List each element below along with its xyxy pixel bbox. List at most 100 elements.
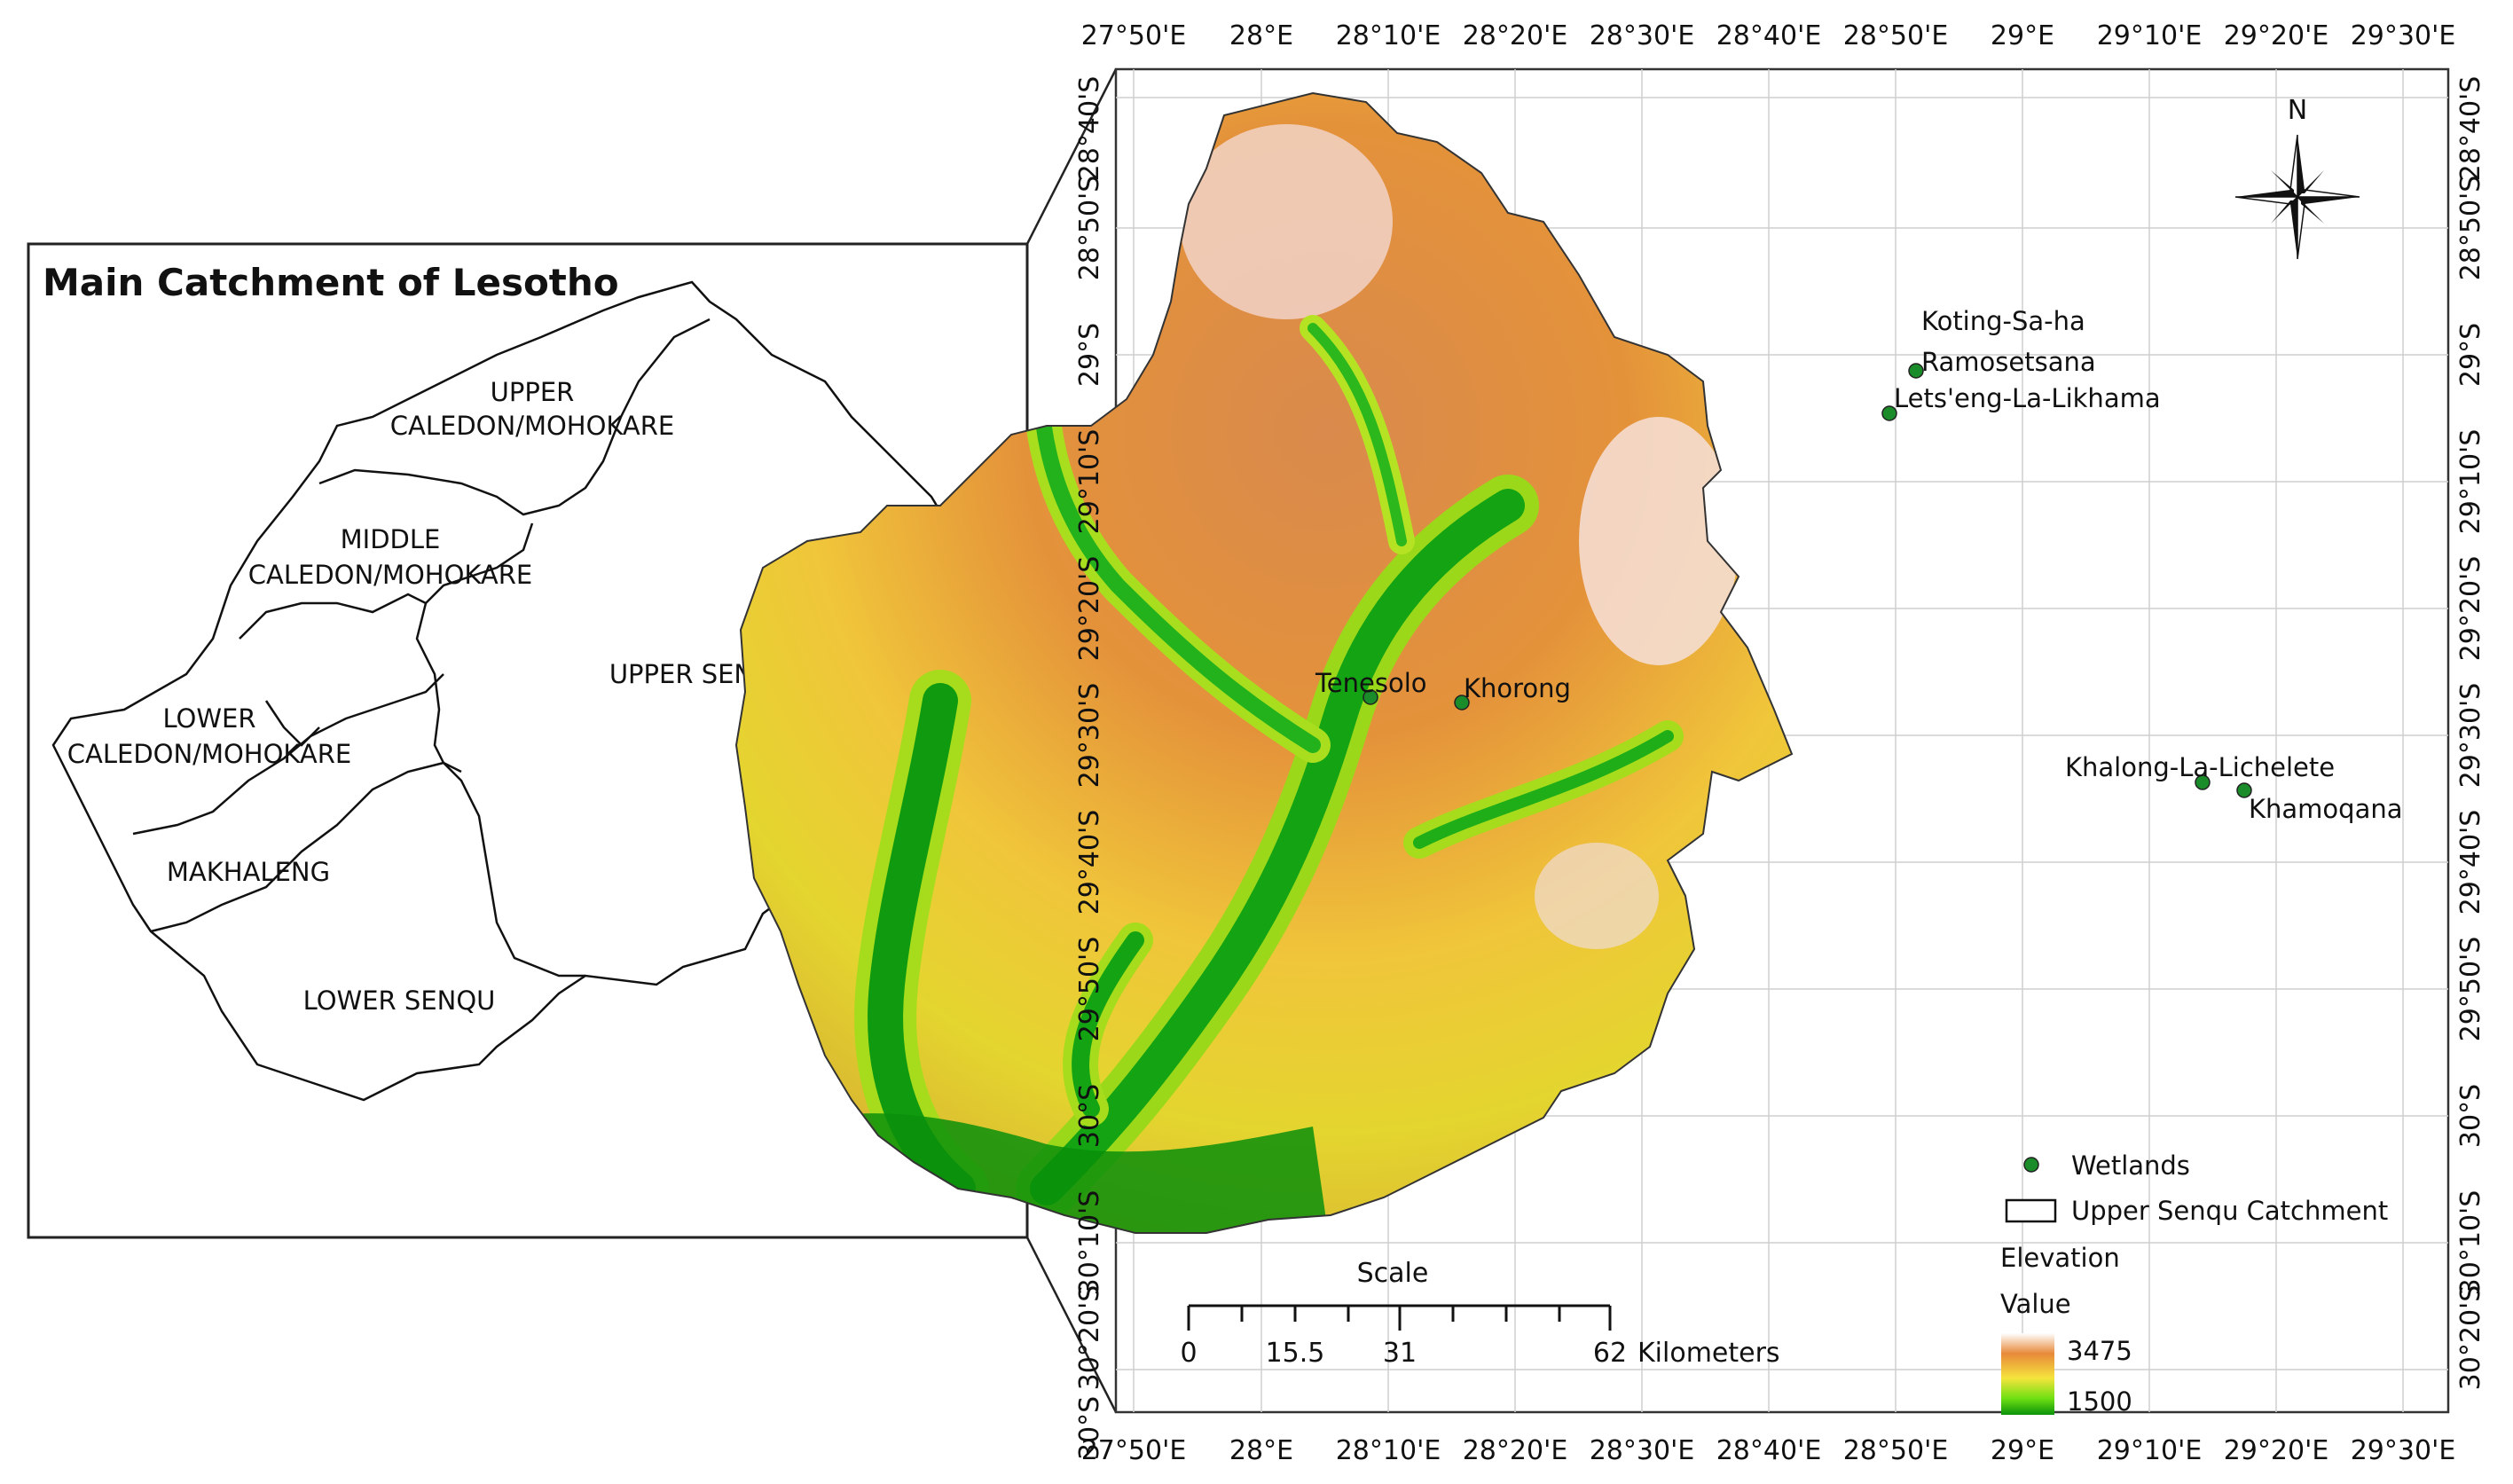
lat-tick-label: 28°40'S (2455, 76, 2486, 182)
catchment-label: UPPER (491, 377, 575, 407)
lat-tick-label: 30°S (1074, 1084, 1105, 1148)
scale-tick-label: 15.5 (1266, 1338, 1325, 1369)
lat-tick-label: 29°50'S (2455, 937, 2486, 1042)
lon-tick-label: 29°E (1991, 20, 2054, 51)
lat-ticks-right: 28°40'S 28°50'S 29°S 29°10'S 29°20'S 29°… (2455, 76, 2486, 1391)
legend-low-value: 1500 (2067, 1386, 2132, 1417)
catchment-label: MAKHALENG (167, 857, 330, 887)
lat-ticks-left: 28°40'S 28°50'S 29°S 29°10'S 29°20'S 29°… (1074, 76, 1105, 1460)
wetland-label: Khorong (1464, 673, 1571, 703)
lower-upper-senqu-boundary (443, 762, 585, 978)
lon-tick-label: 28°E (1229, 1435, 1293, 1466)
lon-tick-label: 28°50'E (1843, 20, 1949, 51)
lat-tick-label: 29°S (1074, 323, 1105, 387)
lon-ticks-bottom: 27°50'E 28°E 28°10'E 28°20'E 28°30'E 28°… (1081, 1435, 2456, 1466)
lon-tick-label: 28°20'E (1463, 1435, 1568, 1466)
wetland-label: Lets'eng-La-Likhama (1894, 383, 2161, 413)
lat-tick-label: 30°10'S (2455, 1190, 2486, 1296)
wetland-points: Koting-Sa-ha Ramosetsana Lets'eng-La-Lik… (1315, 306, 2403, 824)
connector-line-bottom (1025, 1237, 1118, 1413)
lon-tick-label: 28°40'E (1716, 20, 1822, 51)
lon-tick-label: 28°10'E (1336, 1435, 1441, 1466)
lat-tick-label: 29°50'S (1074, 937, 1105, 1042)
wetland-label: Koting-Sa-ha (1921, 306, 2085, 336)
lat-tick-label: 29°40'S (2455, 810, 2486, 915)
legend-elevation-ramp (2001, 1333, 2054, 1415)
lon-tick-label: 28°30'E (1590, 20, 1695, 51)
lon-tick-label: 28°50'E (1843, 1435, 1949, 1466)
wetland-label: Khalong-La-Lichelete (2065, 752, 2335, 782)
lon-tick-label: 28°40'E (1716, 1435, 1822, 1466)
wetland-label: Ramosetsana (1921, 347, 2096, 377)
lon-tick-label: 28°E (1229, 20, 1293, 51)
lon-tick-label: 28°10'E (1336, 20, 1441, 51)
wetland-marker (1881, 405, 1897, 421)
catchment-label: CALEDON/MOHOKARE (248, 560, 533, 590)
lon-tick-label: 29°30'E (2351, 20, 2456, 51)
scale-tick-label: 31 (1383, 1338, 1417, 1369)
legend-value-label: Value (2000, 1289, 2071, 1319)
wetland-marker (1363, 689, 1378, 705)
wetland-marker (2195, 774, 2211, 790)
scale-tick-label: 0 (1180, 1338, 1197, 1369)
catchment-label: MIDDLE (341, 524, 441, 554)
lat-tick-label: 28°40'S (1074, 76, 1105, 182)
lat-tick-label: 29°10'S (1074, 429, 1105, 535)
connector-line-top (1025, 68, 1118, 245)
lon-tick-label: 27°50'E (1081, 1435, 1187, 1466)
lon-tick-label: 29°20'E (2224, 1435, 2329, 1466)
legend-catchment-symbol (2005, 1198, 2057, 1223)
lon-tick-label: 27°50'E (1081, 20, 1187, 51)
scale-tick-label: 62 (1593, 1338, 1627, 1369)
main-map: N Koting-Sa-ha Ramosetsana Lets'eng-La-L… (734, 20, 2486, 1466)
upper-senqu-west-boundary (415, 602, 445, 764)
catchment-label: LOWER SENQU (303, 985, 496, 1016)
wetland-marker (1908, 363, 1924, 379)
lon-tick-label: 29°30'E (2351, 1435, 2456, 1466)
lat-tick-label: 29°20'S (1074, 556, 1105, 662)
lat-tick-label: 29°40'S (1074, 810, 1105, 915)
lower-caledon-inner-boundary (264, 700, 320, 747)
legend-catchment-label: Upper Senqu Catchment (2071, 1196, 2388, 1226)
lat-tick-label: 28°50'S (2455, 176, 2486, 281)
legend-elevation-title: Elevation (2000, 1243, 2120, 1273)
catchment-label: CALEDON/MOHOKARE (390, 411, 675, 441)
upper-senqu-outline (734, 91, 1794, 1234)
north-label: N (2288, 95, 2307, 126)
lon-tick-label: 29°E (1991, 1435, 2054, 1466)
legend-high-value: 3475 (2067, 1336, 2132, 1366)
lon-ticks-top: 27°50'E 28°E 28°10'E 28°20'E 28°30'E 28°… (1081, 20, 2456, 51)
middle-caledon-boundary (239, 522, 534, 640)
lon-tick-label: 29°10'E (2097, 20, 2203, 51)
lat-tick-label: 29°30'S (1074, 683, 1105, 789)
lon-tick-label: 28°20'E (1463, 20, 1568, 51)
lat-tick-label: 29°30'S (2455, 683, 2486, 789)
north-arrow-icon: N (2234, 95, 2360, 260)
lon-tick-label: 29°10'E (2097, 1435, 2203, 1466)
scale-bar: Scale 0 15.5 31 62 Kilometers (1180, 1258, 1779, 1369)
wetland-label: Khamoqana (2249, 794, 2403, 824)
lat-tick-label: 30°10'S (1074, 1190, 1105, 1296)
upper-caledon-boundary (318, 318, 711, 516)
lon-tick-label: 28°30'E (1590, 1435, 1695, 1466)
lat-tick-label: 30°20'S (2455, 1285, 2486, 1391)
catchment-label: CALEDON/MOHOKARE (67, 739, 352, 769)
wetland-label: Tenesolo (1315, 668, 1427, 698)
legend-wetlands-label: Wetlands (2071, 1150, 2190, 1181)
inset-title: Main Catchment of Lesotho (43, 261, 619, 304)
legend-wetland-symbol (2023, 1157, 2039, 1173)
lat-tick-label: 30°20'S (1074, 1285, 1105, 1391)
lat-tick-label: 28°50'S (1074, 176, 1105, 281)
lat-tick-label: 29°10'S (2455, 429, 2486, 535)
lat-tick-label: 30°S (1074, 1396, 1105, 1460)
lat-tick-label: 30°S (2455, 1084, 2486, 1148)
lon-tick-label: 29°20'E (2224, 20, 2329, 51)
wetland-marker (1454, 695, 1470, 711)
scale-title: Scale (1357, 1258, 1429, 1289)
catchment-outlines (51, 280, 995, 1102)
lat-tick-label: 29°20'S (2455, 556, 2486, 662)
wetland-marker (2236, 782, 2252, 798)
lat-tick-label: 29°S (2455, 323, 2486, 387)
scale-unit: Kilometers (1637, 1338, 1780, 1369)
legend: Wetlands Upper Senqu Catchment Elevation… (2000, 1150, 2388, 1417)
